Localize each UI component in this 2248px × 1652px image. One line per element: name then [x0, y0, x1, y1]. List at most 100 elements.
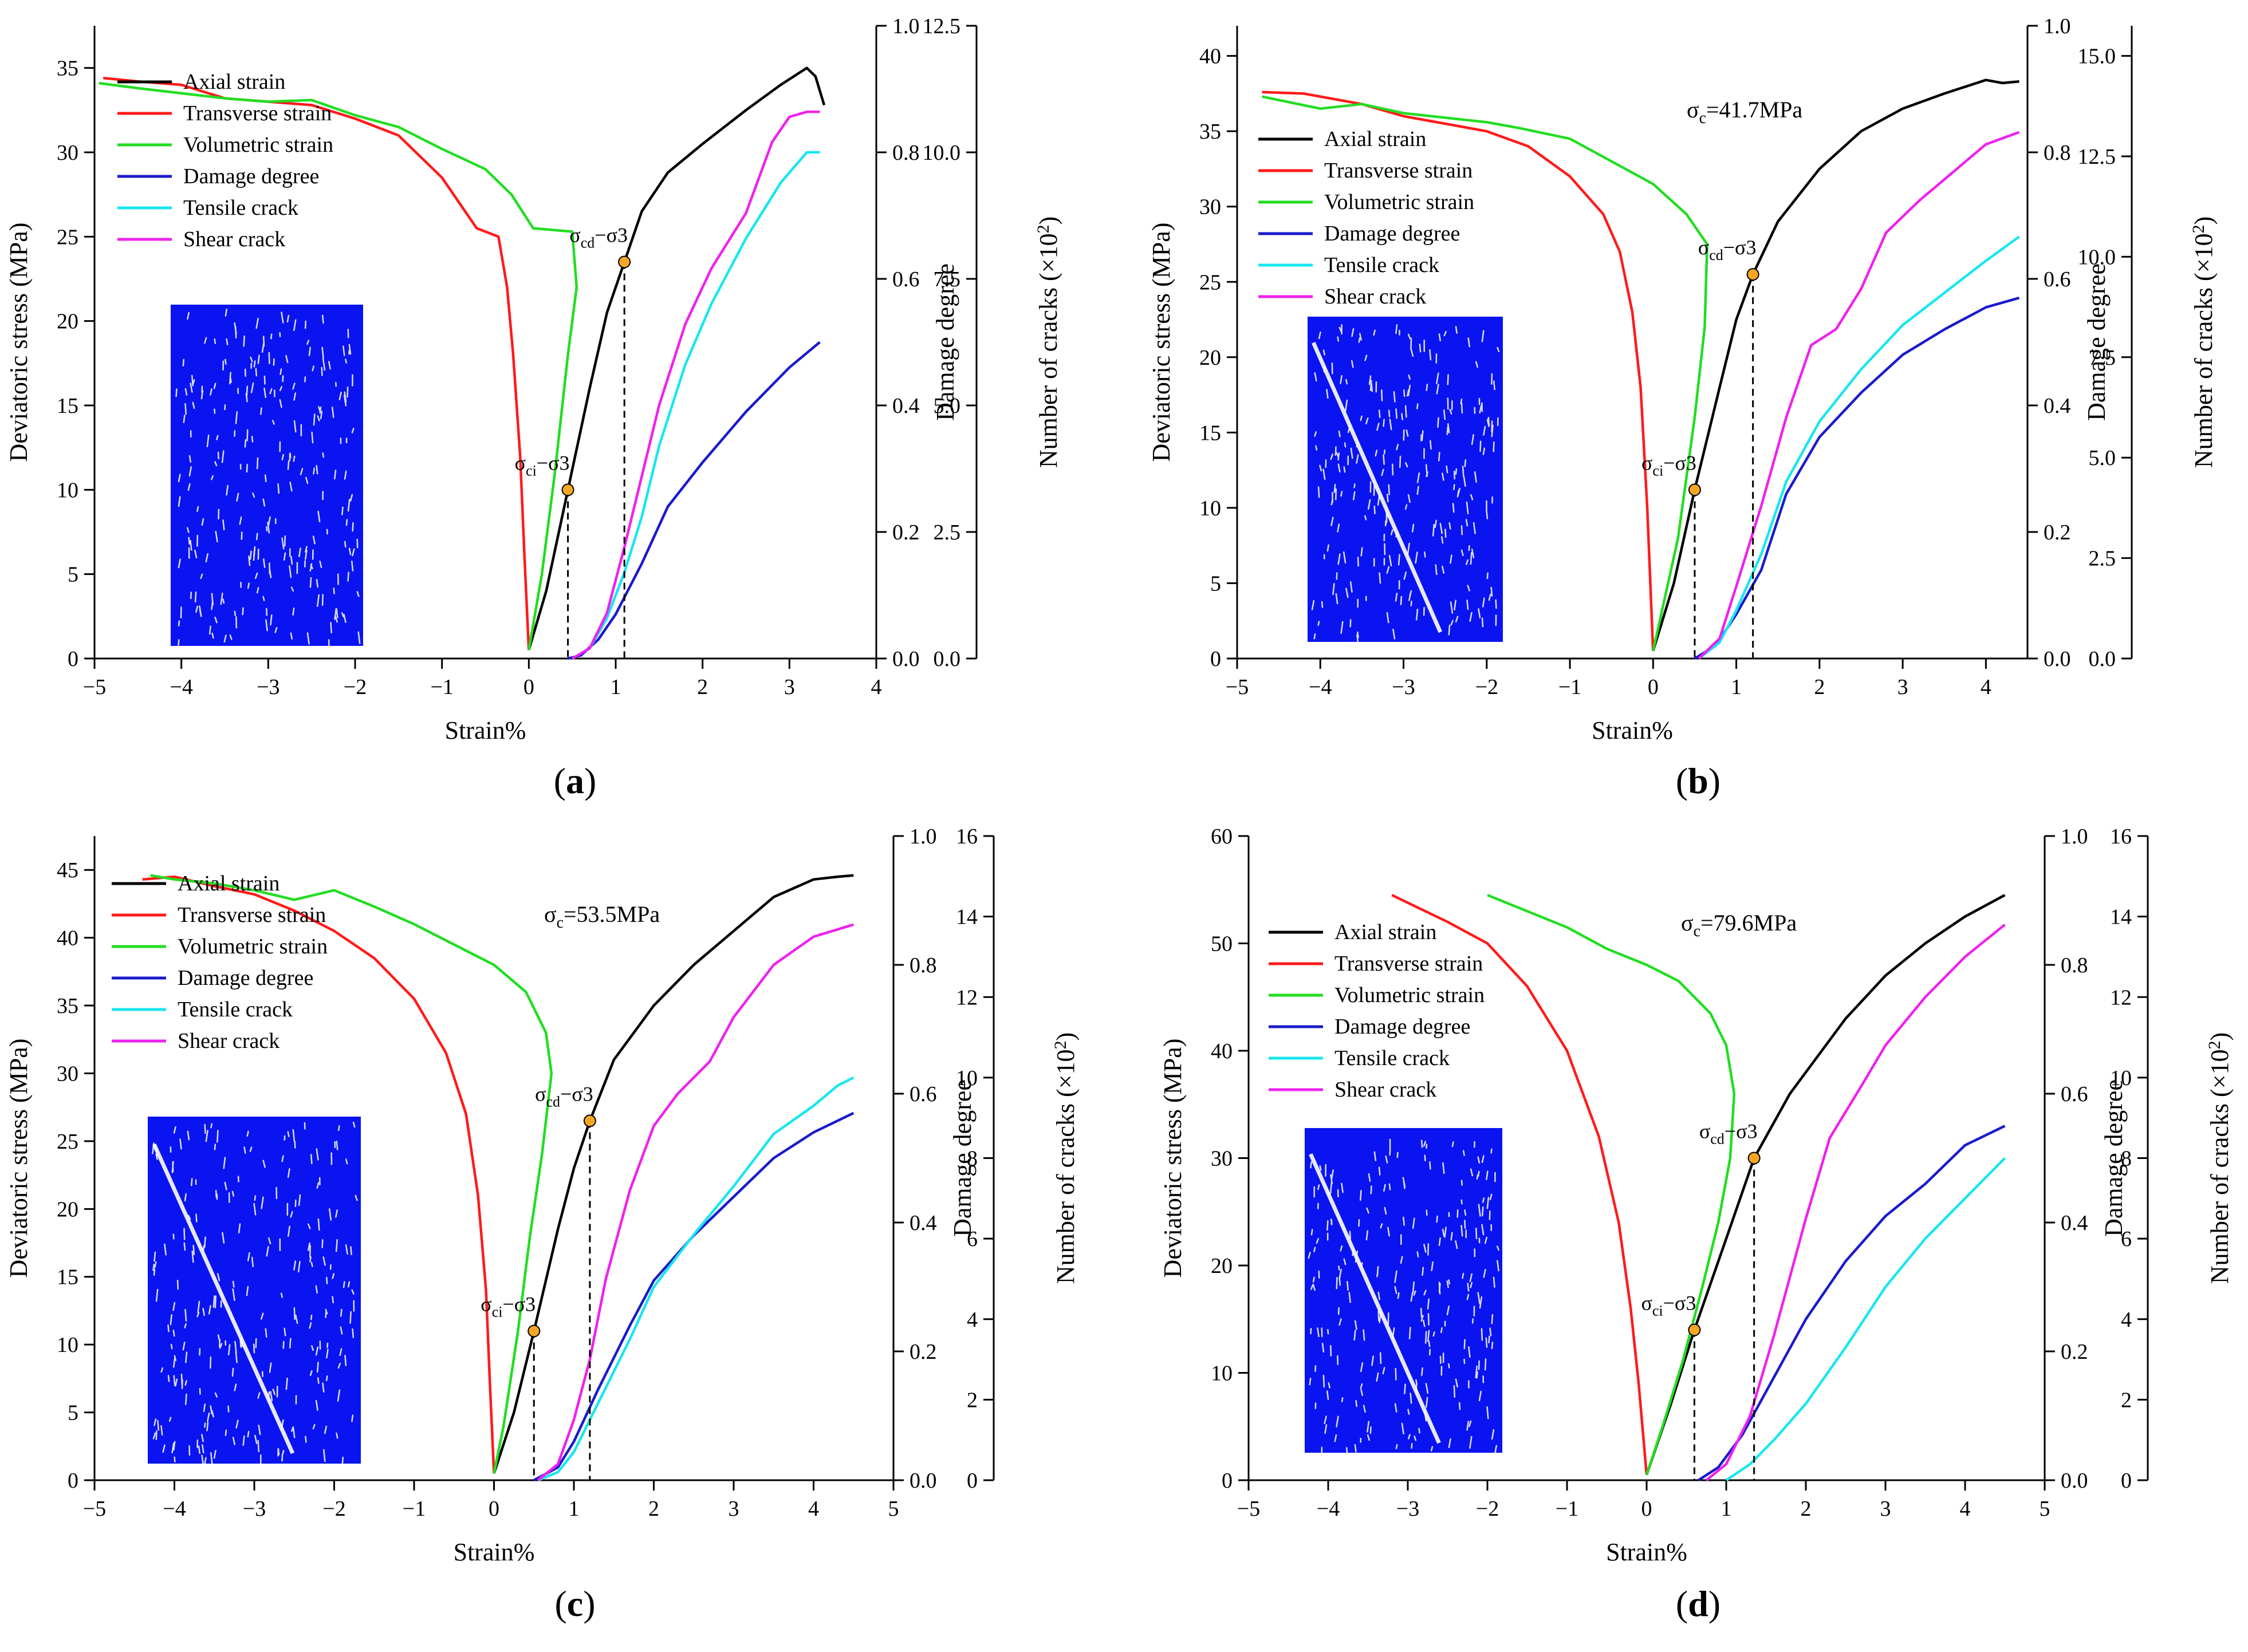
- crack-mark: [172, 1357, 176, 1368]
- y-tick-label: 35: [1199, 120, 1221, 144]
- crack-mark: [160, 1425, 163, 1436]
- crack-mark: [1497, 1260, 1499, 1272]
- crack-mark: [1407, 542, 1410, 555]
- crack-mark: [1405, 462, 1408, 468]
- crack-mark: [1330, 453, 1333, 460]
- x-tick-label: −4: [163, 1497, 186, 1521]
- crack-mark: [204, 1422, 206, 1428]
- crack-mark: [311, 431, 314, 444]
- stress-point-label: σcd−σ3: [1699, 1120, 1758, 1148]
- crack-mark: [1436, 372, 1439, 385]
- crack-mark: [1483, 425, 1486, 436]
- crack-mark: [214, 408, 216, 414]
- crack-mark: [281, 312, 284, 324]
- crack-mark: [1491, 1429, 1495, 1440]
- crack-mark: [184, 403, 187, 415]
- crack-mark: [253, 360, 256, 368]
- crack-mark: [1467, 337, 1471, 348]
- crack-mark: [1467, 585, 1470, 592]
- crack-mark: [202, 1308, 205, 1316]
- crack-mark: [262, 498, 266, 507]
- crack-mark: [1484, 1236, 1488, 1244]
- crack-mark: [1411, 523, 1415, 533]
- crack-mark: [336, 1432, 338, 1439]
- crack-mark: [287, 1168, 290, 1178]
- y-tick-label: 35: [57, 994, 78, 1018]
- stress-point-label: σcd−σ3: [569, 224, 628, 251]
- crack-mark: [1330, 1169, 1334, 1180]
- crack-mark: [1491, 1342, 1494, 1350]
- x-tick-label: −5: [1226, 675, 1249, 699]
- crack-mark: [1380, 1223, 1383, 1229]
- crack-mark: [1354, 1320, 1357, 1330]
- cracks-tick-label: 12.5: [923, 14, 961, 38]
- y-axis-label: Deviatoric stress (MPa): [1147, 223, 1175, 462]
- stress-point-marker: [527, 1324, 541, 1338]
- crack-mark: [234, 1340, 237, 1354]
- crack-mark: [1387, 1227, 1390, 1237]
- crack-mark: [1336, 1416, 1339, 1428]
- crack-mark: [1438, 1282, 1441, 1295]
- crack-mark: [214, 1392, 218, 1398]
- series-line-transverse-strain: [103, 77, 530, 650]
- crack-mark: [336, 608, 338, 618]
- crack-mark: [1495, 599, 1497, 609]
- x-tick-label: −2: [322, 1497, 345, 1521]
- legend-label: Damage degree: [178, 966, 313, 990]
- crack-mark: [1432, 523, 1435, 537]
- x-tick-label: 1: [1731, 675, 1742, 699]
- crack-mark: [1486, 572, 1489, 579]
- crack-mark: [257, 1392, 261, 1399]
- crack-mark: [246, 1286, 249, 1296]
- crack-mark: [247, 1430, 250, 1438]
- crack-mark: [287, 460, 290, 470]
- sigma-c-label: σc=41.7MPa: [1687, 97, 1802, 127]
- crack-mark: [286, 314, 290, 323]
- crack-mark: [1404, 1383, 1406, 1394]
- crack-mark: [210, 1356, 212, 1369]
- crack-mark: [344, 1355, 347, 1366]
- crack-mark: [289, 452, 292, 458]
- crack-mark: [1379, 572, 1381, 584]
- crack-mark: [279, 399, 282, 408]
- x-tick-label: −5: [83, 1497, 106, 1521]
- crack-mark: [1335, 593, 1338, 605]
- crack-mark: [1400, 1256, 1403, 1264]
- crack-mark: [351, 1289, 355, 1295]
- chart-panel-4: −5 −4 −3 −2 −1 0 1 2 3 4 501020304050600.00.20.40.…: [1159, 825, 2234, 1624]
- crack-mark: [229, 634, 233, 640]
- crack-mark: [263, 387, 266, 399]
- crack-mark: [1392, 628, 1396, 640]
- crack-mark: [216, 1273, 221, 1282]
- crack-mark: [258, 1425, 261, 1436]
- crack-mark: [317, 1362, 319, 1373]
- crack-mark: [351, 428, 355, 433]
- crack-mark: [1490, 1148, 1493, 1154]
- cracks-tick-label: 14: [956, 905, 978, 929]
- series-line-damage-degree: [533, 1111, 855, 1481]
- damage-tick-label: 0.2: [892, 521, 920, 545]
- crack-mark: [155, 1430, 158, 1440]
- damage-tick-label: 0.6: [2044, 267, 2071, 291]
- crack-mark: [318, 405, 321, 412]
- crack-mark: [308, 1242, 310, 1251]
- crack-mark: [321, 346, 324, 358]
- crack-mark: [293, 319, 297, 332]
- cracks-tick-label: 2.5: [934, 521, 961, 545]
- crack-mark: [336, 1140, 338, 1150]
- x-tick-label: 3: [784, 675, 795, 699]
- crack-mark: [1319, 464, 1322, 472]
- crack-mark: [167, 1324, 170, 1332]
- crack-mark: [1410, 1393, 1412, 1404]
- crack-mark: [1350, 447, 1353, 459]
- stress-point-marker: [1688, 483, 1701, 496]
- specimen-inset: [1305, 1128, 1502, 1453]
- crack-mark: [316, 594, 320, 607]
- cracks-tick-label: 4: [2121, 1308, 2132, 1332]
- cracks-tick-label: 7.5: [934, 267, 961, 291]
- crack-mark: [1439, 523, 1443, 534]
- x-tick-label: −4: [1309, 675, 1332, 699]
- crack-mark: [198, 1445, 200, 1454]
- crack-mark: [1386, 612, 1389, 624]
- crack-mark: [265, 619, 268, 632]
